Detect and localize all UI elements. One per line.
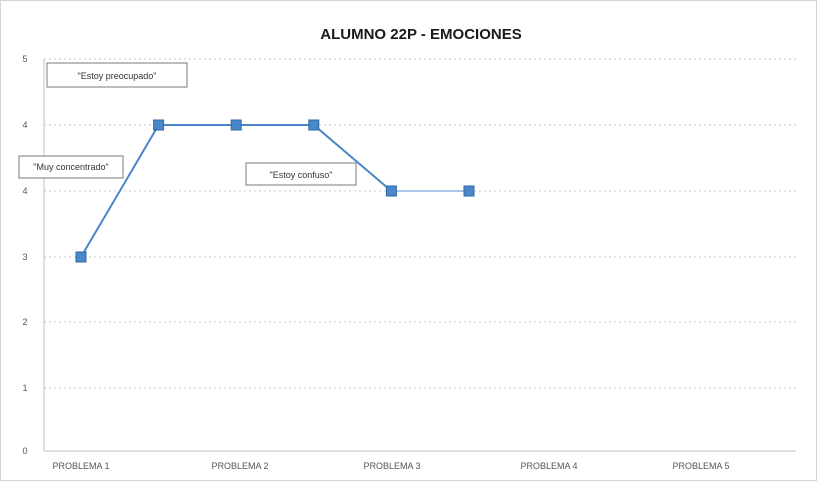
x-tick-label: PROBLEMA 5 — [672, 461, 729, 471]
annotation-label: "Muy concentrado" — [33, 162, 108, 172]
data-point-marker — [385, 185, 397, 197]
data-point-marker — [308, 119, 320, 131]
x-tick-labels: PROBLEMA 1 PROBLEMA 2 PROBLEMA 3 PROBLEMA 4… — [52, 461, 729, 471]
y-tick-label: 4 — [22, 186, 27, 196]
series-line-segment — [313, 124, 393, 192]
annotation-label: "Estoy confuso" — [270, 170, 333, 180]
x-tick-label: PROBLEMA 2 — [211, 461, 268, 471]
gridlines — [44, 58, 796, 389]
annotation-box — [18, 155, 124, 179]
data-point-marker — [153, 119, 165, 131]
y-tick-label: 0 — [22, 446, 27, 456]
y-tick-label: 2 — [22, 317, 27, 327]
x-tick-label: PROBLEMA 3 — [363, 461, 420, 471]
annotation-label: "Estoy preocupado" — [78, 71, 157, 81]
y-tick-labels: 0 1 2 3 4 4 5 — [22, 54, 27, 456]
data-point-marker — [75, 251, 87, 263]
x-tick-label: PROBLEMA 4 — [520, 461, 577, 471]
data-point-marker — [463, 185, 475, 197]
series-lines — [80, 124, 469, 258]
annotation-box — [245, 162, 357, 186]
y-tick-label: 5 — [22, 54, 27, 64]
data-point-marker — [230, 119, 242, 131]
y-tick-label: 3 — [22, 252, 27, 262]
annotation-box — [46, 62, 188, 88]
y-tick-label: 1 — [22, 383, 27, 393]
series-markers — [75, 119, 475, 263]
chart-title: ALUMNO 22P - EMOCIONES — [320, 26, 521, 43]
x-tick-label: PROBLEMA 1 — [52, 461, 109, 471]
series-line-segment — [80, 124, 160, 258]
annotations: "Estoy preocupado" "Muy concentrado" "Esto… — [18, 62, 357, 186]
y-tick-label: 4 — [22, 120, 27, 130]
